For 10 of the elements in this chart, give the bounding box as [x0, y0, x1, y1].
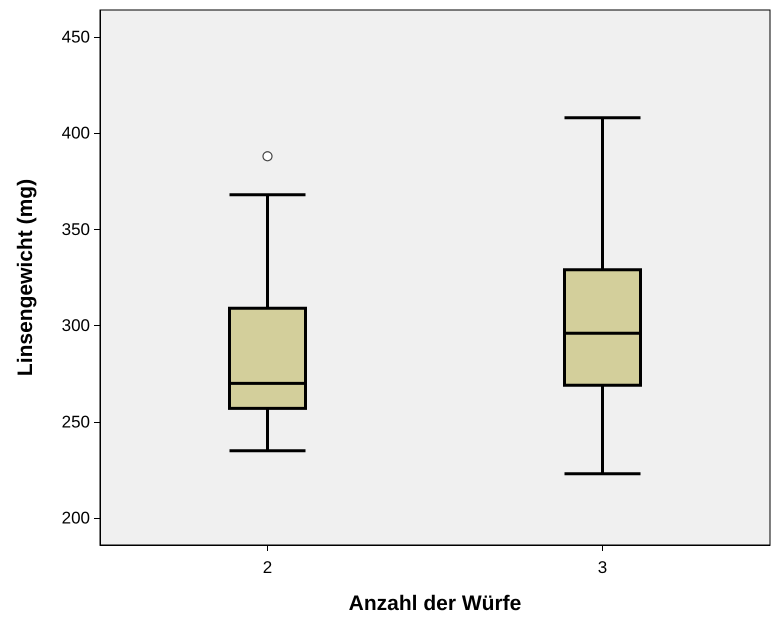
y-tick-label: 350 — [62, 220, 90, 239]
y-tick-label: 400 — [62, 124, 90, 143]
x-tick-label: 3 — [598, 558, 608, 577]
x-axis-title: Anzahl der Würfe — [348, 592, 522, 615]
x-tick-label: 2 — [262, 558, 272, 577]
y-tick-label: 300 — [62, 316, 90, 336]
y-axis-title: Linsengewicht (mg) — [14, 178, 37, 376]
y-tick-label: 450 — [62, 27, 90, 46]
y-tick-label: 250 — [62, 412, 90, 432]
y-tick-label: 200 — [62, 508, 90, 528]
